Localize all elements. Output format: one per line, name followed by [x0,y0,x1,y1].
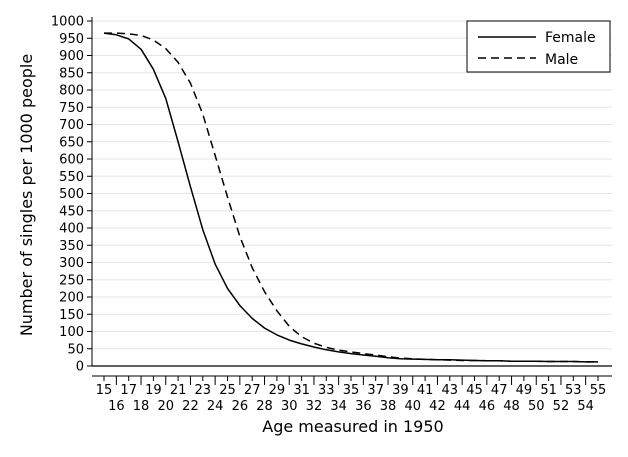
x-tick-label: 52 [553,399,570,414]
y-tick-label: 500 [59,187,84,202]
y-tick-label: 600 [59,153,84,168]
y-tick-label: 850 [59,66,84,81]
x-tick-label: 31 [293,383,310,398]
x-tick-label: 22 [182,399,199,414]
x-tick-label: 47 [491,383,508,398]
x-tick-label: 18 [133,399,150,414]
x-tick-label: 51 [540,383,557,398]
x-tick-label: 54 [577,399,594,414]
y-tick-label: 250 [59,273,84,288]
x-tick-label: 39 [392,383,409,398]
x-tick-label: 30 [281,399,298,414]
legend-box [466,20,611,73]
y-tick-label: 200 [59,291,84,306]
x-tick-label: 43 [442,383,459,398]
x-tick-label: 38 [380,399,397,414]
x-tick-label: 27 [244,383,261,398]
y-tick-label: 950 [59,32,84,47]
y-tick-label: 100 [59,325,84,340]
x-tick-label: 42 [429,399,446,414]
x-tick-label: 44 [454,399,471,414]
x-tick-label: 49 [516,383,533,398]
x-tick-label: 55 [590,383,607,398]
y-tick-label: 400 [59,222,84,237]
series-line-male [104,32,598,363]
y-axis-title: Number of singles per 1000 people [17,54,36,336]
x-tick-label: 23 [195,383,212,398]
x-tick-label: 34 [330,399,347,414]
x-tick-label: 45 [466,383,483,398]
x-tick-label: 19 [145,383,162,398]
x-tick-label: 15 [96,383,113,398]
series-lines [103,32,598,363]
x-axis-title: Age measured in 1950 [262,417,443,436]
x-tick-label: 32 [306,399,323,414]
x-tick-label: 53 [565,383,582,398]
y-tick-label: 800 [59,84,84,99]
x-tick-label: 16 [108,399,125,414]
y-tick-label: 350 [59,239,84,254]
y-axis: 0 50 100 150 200 250 300 350 400 450 500 550 600 650 7… [51,15,93,375]
y-tick-label: 450 [59,204,84,219]
x-tick-label: 50 [528,399,545,414]
x-tick-label: 35 [343,383,360,398]
x-tick-label: 26 [232,399,249,414]
x-tick-label: 48 [503,399,520,414]
x-tick-label: 25 [219,383,236,398]
x-tick-label: 36 [355,399,372,414]
legend-label-male: Male [545,52,578,68]
x-tick-label: 20 [157,399,174,414]
y-tick-label: 900 [59,49,84,64]
y-tick-label: 700 [59,118,84,133]
x-tick-label: 37 [367,383,384,398]
y-tick-label: 750 [59,101,84,116]
x-tick-label: 46 [479,399,496,414]
x-tick-label: 33 [318,383,335,398]
y-tick-label: 550 [59,170,84,185]
x-tick-label: 21 [170,383,187,398]
x-tick-label: 17 [120,383,137,398]
y-tick-label: 650 [59,135,84,150]
x-axis: 1516171819202122232425262728293031323334… [92,365,612,414]
legend-label-female: Female [545,30,596,46]
x-tick-label: 28 [256,399,273,414]
y-tick-label: 50 [67,342,84,357]
y-tick-label: 150 [59,308,84,323]
x-tick-label: 41 [417,383,434,398]
x-tick-label: 24 [207,399,224,414]
legend: Female Male [466,20,611,73]
y-tick-label: 1000 [51,15,84,30]
x-tick-label: 40 [404,399,421,414]
x-tick-label: 29 [269,383,286,398]
y-tick-label: 0 [76,360,84,375]
y-tick-label: 300 [59,256,84,271]
